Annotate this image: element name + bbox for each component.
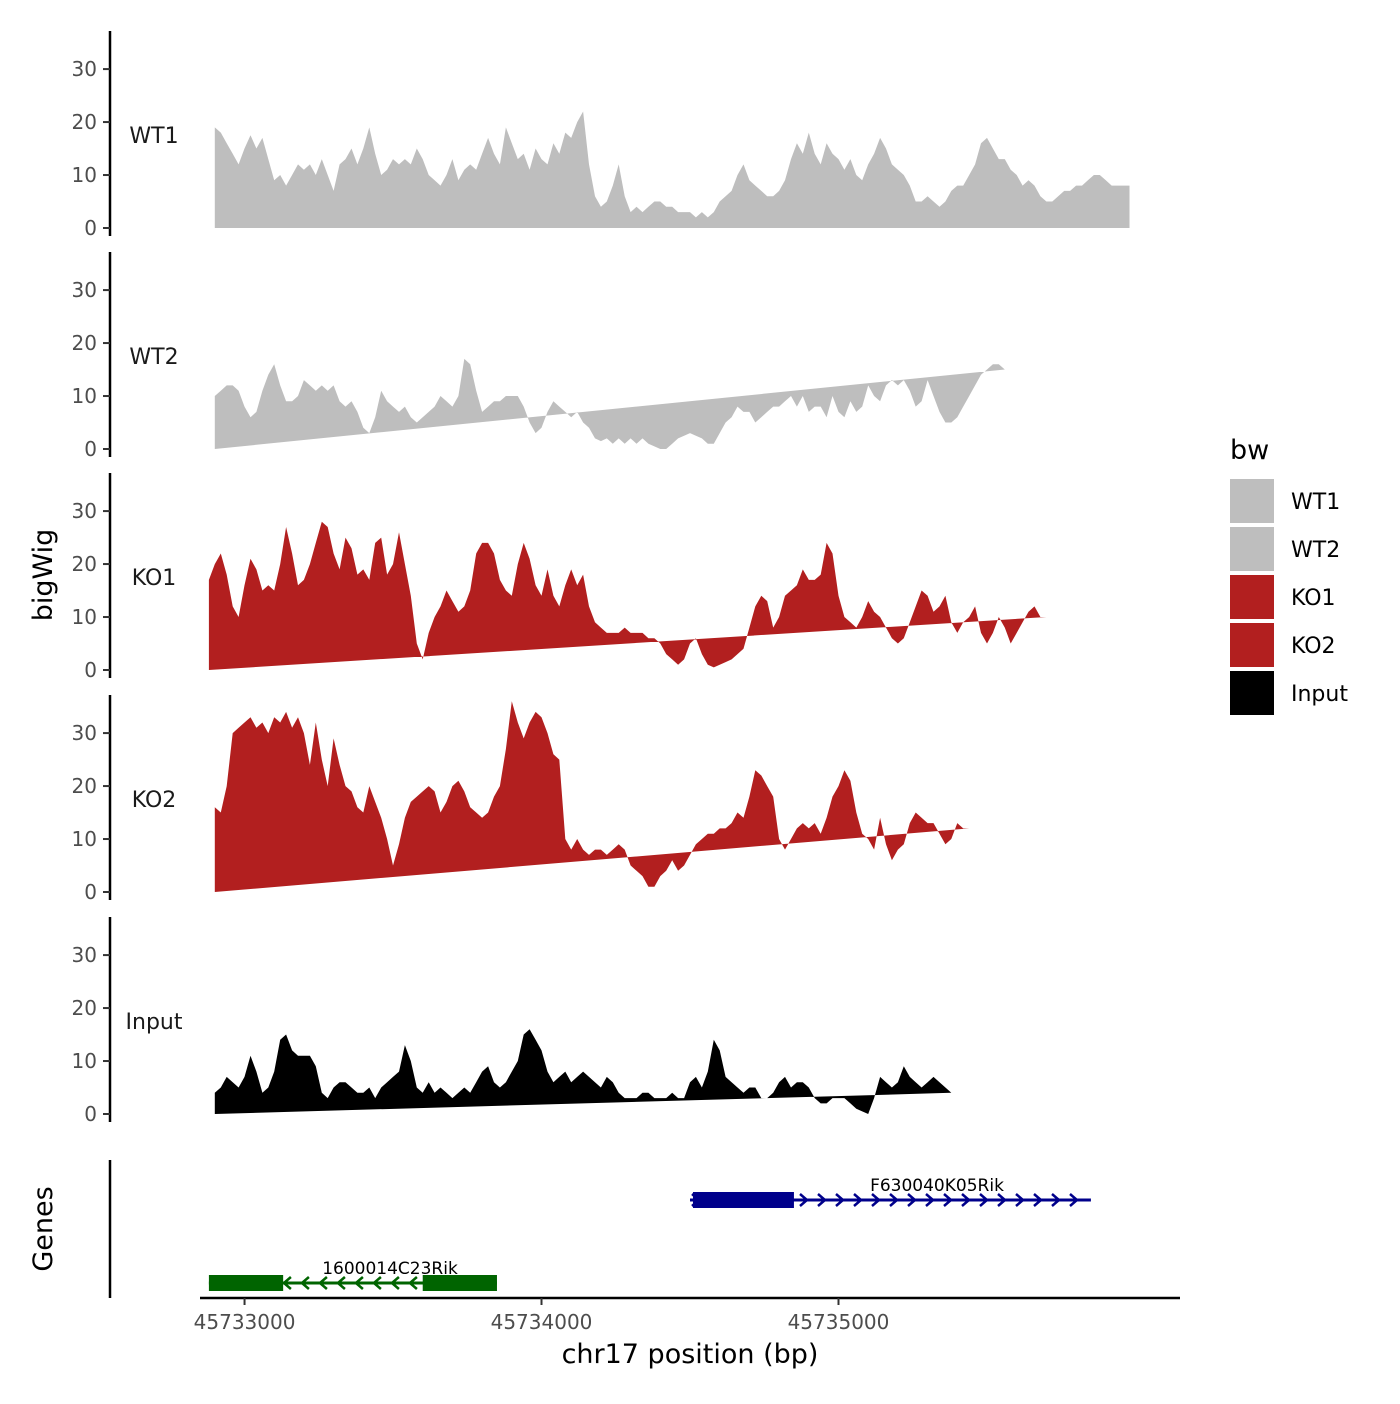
legend-label: WT2 xyxy=(1291,538,1340,563)
legend-swatch xyxy=(1230,575,1274,619)
legend-item-ko2: KO2 xyxy=(1230,623,1336,667)
x-tick-label: 45735000 xyxy=(788,1310,890,1334)
coverage-area-ko2 xyxy=(214,701,970,892)
legend-swatch xyxy=(1230,479,1274,523)
track-label: WT2 xyxy=(129,345,178,370)
y-tick-label: 0 xyxy=(84,1102,97,1126)
strand-chevron xyxy=(353,1276,364,1290)
legend-item-wt1: WT1 xyxy=(1230,479,1340,523)
track-label: Input xyxy=(126,1010,183,1035)
y-tick-label: 10 xyxy=(72,384,97,408)
gene-label: F630040K05Rik xyxy=(870,1176,1004,1196)
track-ko1: 0 10 20 30 KO1 xyxy=(72,473,1047,682)
legend-title: bw xyxy=(1230,435,1269,466)
gene-1600014c23rik: 1600014C23Rik xyxy=(208,1259,497,1291)
legend-label: KO1 xyxy=(1291,586,1336,611)
strand-chevron xyxy=(943,1193,953,1207)
strand-chevron xyxy=(889,1193,899,1207)
strand-chevron xyxy=(407,1276,418,1290)
y-tick-label: 20 xyxy=(72,331,97,355)
coverage-area-ko1 xyxy=(208,521,1047,670)
gene-exon xyxy=(422,1275,497,1291)
legend: bw WT1 WT2 KO1 KO2 Input xyxy=(1230,435,1348,715)
y-tick-label: 30 xyxy=(72,721,97,745)
legend-label: WT1 xyxy=(1291,490,1340,515)
x-tick-label: 45734000 xyxy=(491,1310,593,1334)
x-tick-label: 45733000 xyxy=(194,1310,296,1334)
strand-chevron xyxy=(907,1193,917,1207)
x-axis: 45733000 45734000 45735000 xyxy=(194,1296,1180,1334)
legend-label: KO2 xyxy=(1291,634,1336,659)
y-tick-label: 30 xyxy=(72,57,97,81)
strand-chevron xyxy=(925,1193,935,1207)
strand-chevron xyxy=(997,1193,1007,1207)
coverage-area-wt1 xyxy=(214,111,1130,228)
tracks-layer: 0 10 20 30 WT1 0 10 20 30 WT2 0 10 20 30 KO1 0 10 20 30 KO2… xyxy=(72,31,1130,1126)
x-axis-title: chr17 position (bp) xyxy=(562,1339,819,1370)
legend-label: Input xyxy=(1291,682,1348,707)
y-tick-label: 0 xyxy=(84,880,97,904)
strand-chevron xyxy=(1069,1193,1079,1207)
strand-chevron xyxy=(1051,1193,1061,1207)
gene-exon xyxy=(692,1192,794,1208)
y-tick-label: 0 xyxy=(84,658,97,682)
legend-swatch xyxy=(1230,623,1274,667)
strand-chevron xyxy=(979,1193,989,1207)
legend-swatch xyxy=(1230,671,1274,715)
y-tick-label: 20 xyxy=(72,110,97,134)
strand-chevron xyxy=(317,1276,328,1290)
strand-chevron xyxy=(389,1276,400,1290)
y-tick-label: 20 xyxy=(72,774,97,798)
y-tick-label: 0 xyxy=(84,216,97,240)
strand-chevron xyxy=(799,1193,809,1207)
legend-item-input: Input xyxy=(1230,671,1348,715)
track-label: WT1 xyxy=(129,124,178,149)
genes-layer: 1600014C23Rik F630040K05Rik xyxy=(108,1160,1091,1298)
legend-item-wt2: WT2 xyxy=(1230,527,1340,571)
gene-label: 1600014C23Rik xyxy=(322,1259,458,1279)
y-tick-label: 20 xyxy=(72,996,97,1020)
strand-chevron xyxy=(335,1276,346,1290)
y-tick-label: 10 xyxy=(72,1049,97,1073)
y-tick-label: 10 xyxy=(72,827,97,851)
track-wt2: 0 10 20 30 WT2 xyxy=(72,252,1005,461)
coverage-area-input xyxy=(214,1029,952,1114)
track-label: KO2 xyxy=(132,788,177,813)
track-input: 0 10 20 30 Input xyxy=(72,917,952,1126)
gene-f630040k05rik: F630040K05Rik xyxy=(690,1176,1091,1208)
strand-chevron xyxy=(299,1276,310,1290)
y-tick-label: 10 xyxy=(72,605,97,629)
coverage-area-wt2 xyxy=(214,358,1005,449)
y-tick-label: 10 xyxy=(72,163,97,187)
y-axis-title: bigWig xyxy=(28,529,59,622)
strand-chevron xyxy=(961,1193,971,1207)
strand-chevron xyxy=(1015,1193,1025,1207)
y-tick-label: 30 xyxy=(72,278,97,302)
gene-exon xyxy=(208,1275,284,1291)
y-tick-label: 0 xyxy=(84,437,97,461)
y-tick-label: 30 xyxy=(72,943,97,967)
y-tick-label: 20 xyxy=(72,552,97,576)
track-ko2: 0 10 20 30 KO2 xyxy=(72,695,970,904)
strand-chevron xyxy=(817,1193,827,1207)
track-label: KO1 xyxy=(132,566,177,591)
strand-chevron xyxy=(371,1276,382,1290)
strand-chevron xyxy=(835,1193,845,1207)
strand-chevron xyxy=(871,1193,881,1207)
legend-swatch xyxy=(1230,527,1274,571)
y-tick-label: 30 xyxy=(72,499,97,523)
strand-chevron xyxy=(1033,1193,1043,1207)
track-wt1: 0 10 20 30 WT1 xyxy=(72,31,1130,240)
genes-axis-title: Genes xyxy=(28,1186,59,1271)
strand-chevron xyxy=(281,1276,292,1290)
legend-item-ko1: KO1 xyxy=(1230,575,1336,619)
strand-chevron xyxy=(853,1193,863,1207)
